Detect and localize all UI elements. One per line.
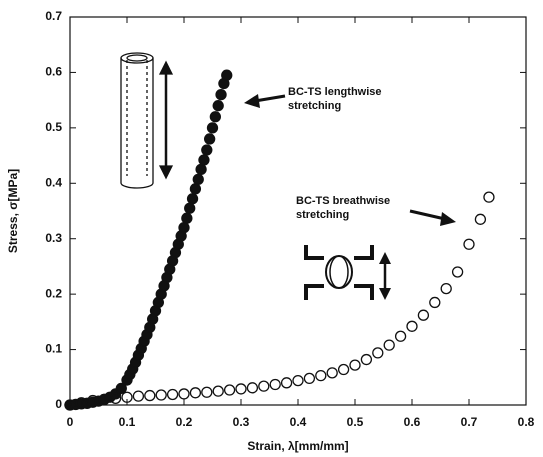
- point: [166, 388, 179, 401]
- point: [315, 369, 327, 382]
- point: [212, 100, 224, 112]
- x-tick-label: 0.6: [404, 415, 421, 429]
- point: [87, 394, 99, 407]
- annotation: stretching: [288, 100, 341, 112]
- point: [280, 377, 293, 389]
- point: [75, 397, 88, 409]
- point: [235, 383, 247, 395]
- x-tick-label: 0.8: [518, 415, 535, 429]
- arrows: [244, 94, 456, 226]
- annotation: BC-TS lengthwise: [288, 86, 382, 98]
- point: [292, 374, 304, 387]
- point: [212, 385, 224, 397]
- point: [189, 183, 202, 195]
- x-tick-label: 0.1: [119, 415, 136, 429]
- point: [474, 213, 487, 225]
- point: [132, 390, 145, 402]
- x-tick-label: 0.3: [233, 415, 250, 429]
- point: [186, 193, 199, 205]
- y-tick-label: 0: [55, 397, 62, 411]
- point: [269, 378, 281, 391]
- x-tick-label: 0.4: [290, 415, 307, 429]
- y-tick-label: 0.7: [45, 9, 62, 23]
- point: [221, 69, 233, 81]
- x-axis-label: Strain, λ[mm/mm]: [247, 439, 348, 453]
- annotation: BC-TS breathwise: [296, 195, 390, 207]
- y-tick-label: 0.4: [45, 175, 62, 189]
- point: [121, 391, 133, 403]
- point: [109, 392, 122, 404]
- point: [195, 163, 207, 176]
- point: [178, 388, 190, 400]
- x-tick-label: 0.5: [347, 415, 364, 429]
- point: [360, 353, 373, 366]
- point: [303, 372, 316, 385]
- point: [326, 367, 338, 379]
- point: [155, 389, 167, 401]
- point: [98, 393, 110, 406]
- point: [189, 387, 202, 399]
- point: [203, 133, 216, 145]
- x-tick-label: 0.7: [461, 415, 478, 429]
- point: [337, 363, 350, 376]
- point: [201, 386, 213, 398]
- x-tick-label: 0.2: [176, 415, 193, 429]
- point: [258, 380, 270, 392]
- point: [223, 384, 236, 396]
- annotation: stretching: [296, 209, 349, 221]
- y-tick-label: 0.3: [45, 231, 62, 245]
- point: [64, 399, 76, 411]
- point: [246, 382, 259, 394]
- x-tick-label: 0: [67, 415, 74, 429]
- point: [209, 111, 222, 123]
- point: [198, 154, 210, 166]
- point: [406, 320, 418, 332]
- point: [451, 266, 464, 278]
- point: [215, 88, 227, 101]
- y-tick-label: 0.6: [45, 65, 62, 79]
- point: [372, 347, 384, 359]
- tube-icon: [120, 52, 174, 189]
- point: [463, 238, 475, 250]
- point: [178, 221, 190, 234]
- point: [181, 212, 193, 224]
- point: [115, 382, 127, 395]
- point: [383, 339, 395, 351]
- point: [206, 122, 219, 134]
- point: [483, 191, 495, 203]
- point: [349, 359, 361, 371]
- point: [394, 330, 407, 342]
- y-tick-label: 0.5: [45, 120, 62, 134]
- y-tick-label: 0.2: [45, 286, 62, 300]
- point: [144, 389, 156, 402]
- point: [417, 309, 430, 321]
- y-axis-label: Stress, σ[MPa]: [6, 169, 20, 253]
- point: [184, 202, 196, 214]
- point: [201, 144, 213, 156]
- point: [192, 173, 204, 186]
- point: [429, 296, 441, 309]
- breathwise-icon: [304, 245, 391, 300]
- point: [440, 282, 452, 295]
- y-tick-label: 0.1: [45, 342, 62, 356]
